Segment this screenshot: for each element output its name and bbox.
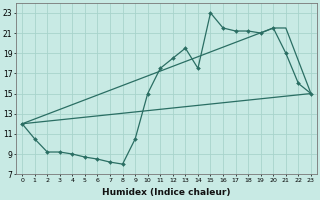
X-axis label: Humidex (Indice chaleur): Humidex (Indice chaleur) (102, 188, 231, 197)
